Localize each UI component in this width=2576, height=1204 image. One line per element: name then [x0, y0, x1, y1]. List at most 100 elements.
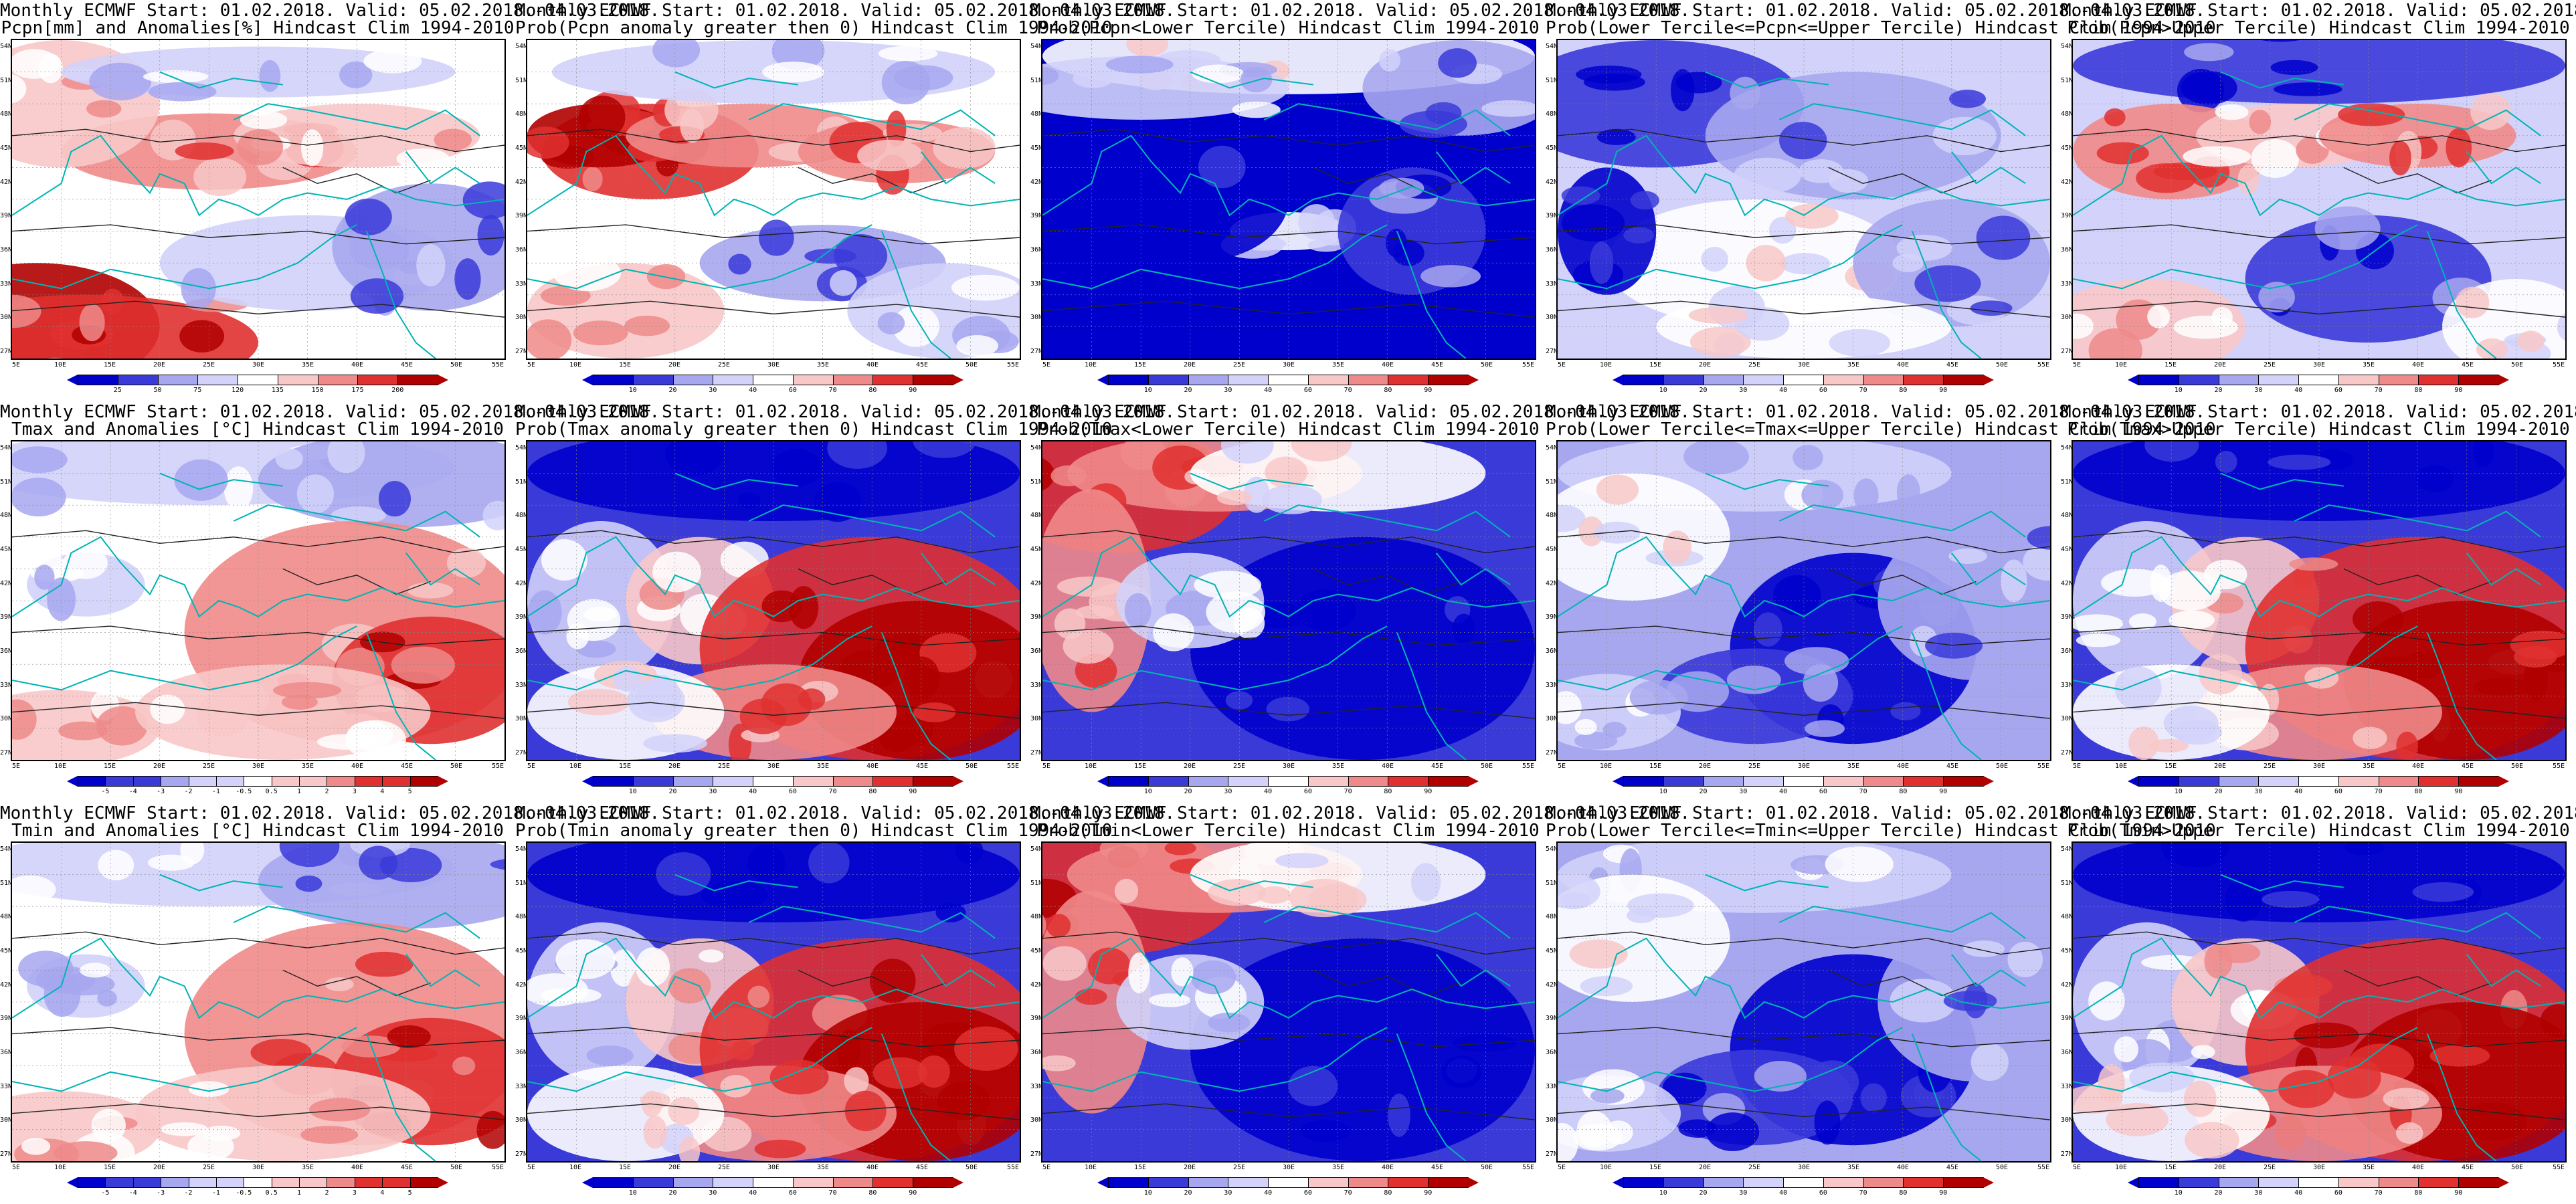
panel-title: Monthly ECMWF Start: 01.02.2018. Valid: …	[2061, 1, 2576, 21]
colorbar-swatch	[117, 375, 159, 385]
field-speckle	[771, 449, 822, 487]
colorbar-swatch	[1188, 1177, 1229, 1188]
colorbar-tick-label: 90	[1939, 1189, 1948, 1197]
field-speckle	[58, 721, 108, 740]
map-field-svg	[1042, 441, 1535, 760]
longitude-label: 55E	[2552, 763, 2565, 770]
colorbar-tick-label: 150	[311, 387, 324, 394]
field-speckle	[1558, 504, 1586, 532]
longitude-label: 45E	[915, 361, 929, 369]
field-speckle	[1569, 939, 1628, 969]
colorbar-swatch	[1108, 1177, 1149, 1188]
colorbar-tick-label: 10	[628, 788, 637, 795]
field-speckle	[2147, 305, 2170, 328]
panel-subtitle: Prob(Tmin>Upper Tercile) Hindcast Clim 1…	[2067, 821, 2570, 841]
coastline	[159, 71, 283, 89]
field-speckle	[1558, 691, 1582, 724]
colorbar-tick-label: -1	[211, 1189, 220, 1197]
colorbar-swatch	[1623, 776, 1664, 787]
panel-title: Monthly ECMWF Start: 01.02.2018. Valid: …	[1030, 803, 1691, 823]
field-speckle	[1630, 191, 1659, 210]
field-speckle	[1678, 1119, 1717, 1138]
field-speckle	[1663, 530, 1691, 565]
isoline	[12, 1027, 504, 1047]
longitude-label: 40E	[1381, 361, 1394, 369]
colorbar-swatch	[1307, 1177, 1349, 1188]
field-speckle	[2136, 163, 2197, 193]
colorbar	[1613, 1177, 1994, 1188]
colorbar-tick-label: 80	[868, 387, 877, 394]
longitude-label: 25E	[1748, 1164, 1761, 1171]
colorbar-tick-label: 70	[1859, 1189, 1867, 1197]
latitude-label: 27N	[1030, 749, 1043, 757]
field-speckle	[2273, 82, 2342, 96]
colorbar-tick-label: 30	[1224, 1189, 1232, 1197]
colorbar-tick-label: 20	[1184, 788, 1192, 795]
coastline	[1705, 874, 1829, 892]
colorbar-swatch	[1388, 375, 1429, 385]
longitude-label: 40E	[1381, 763, 1394, 770]
isoline	[12, 128, 504, 153]
map-field-svg	[2073, 843, 2565, 1161]
colorbar-tick-label: 80	[1899, 387, 1908, 394]
field-speckle	[1896, 474, 1920, 510]
latitude-label: 51N	[1546, 478, 1558, 486]
latitude-label: 45N	[515, 947, 528, 955]
field-speckle	[640, 1092, 670, 1109]
longitude-label: 50E	[965, 1164, 978, 1171]
colorbar-tick-label: 70	[828, 387, 837, 394]
colorbar-swatch	[382, 1177, 411, 1188]
longitude-label: 15E	[103, 361, 116, 369]
colorbar-swatch	[409, 1177, 438, 1188]
isoline	[282, 969, 431, 997]
latitude-label: 30N	[2061, 314, 2074, 322]
field-speckle	[1768, 217, 1797, 244]
field-speckle	[2215, 104, 2249, 120]
colorbar-swatch	[1228, 776, 1269, 787]
isoline	[1558, 300, 2050, 318]
colorbar-low-arrow	[1613, 776, 1623, 787]
panel-title: Monthly ECMWF Start: 01.02.2018. Valid: …	[0, 1, 660, 21]
field-speckle	[918, 1055, 950, 1088]
field-speckle	[1754, 612, 1782, 647]
field-speckle	[747, 844, 786, 882]
colorbar-swatch	[197, 375, 239, 385]
field-speckle	[2161, 843, 2229, 868]
isoline	[1042, 1103, 1535, 1120]
coastline	[233, 906, 480, 939]
field-speckle	[300, 1126, 359, 1144]
colorbar-tick-label: 20	[668, 1189, 677, 1197]
field-region	[527, 843, 1020, 922]
longitude-label: 45E	[915, 1164, 929, 1171]
latitude-label: 45N	[1030, 144, 1043, 152]
map-field-svg	[527, 843, 1020, 1161]
field-speckle	[643, 1115, 667, 1149]
latitude-label: 30N	[0, 1116, 13, 1124]
colorbar-low-arrow	[2128, 1177, 2138, 1188]
colorbar-tick-label: 60	[2334, 1189, 2342, 1197]
field-speckle	[1042, 946, 1087, 981]
colorbar-tick-label: 50	[153, 387, 162, 394]
latitude-label: 27N	[515, 749, 528, 757]
colorbar-tick-label: 30	[1739, 788, 1748, 795]
longitude-axis: 5E 10E 15E 20E 25E 30E 35E 40E 45E 50E 55E	[11, 763, 506, 772]
longitude-label: 25E	[2263, 361, 2276, 369]
longitude-label: 55E	[2037, 1164, 2050, 1171]
map-field-svg	[527, 40, 1020, 359]
longitude-label: 25E	[1748, 763, 1761, 770]
field-speckle	[295, 875, 323, 892]
latitude-label: 48N	[1030, 512, 1043, 520]
field-speckle	[814, 482, 861, 522]
colorbar-labels: -5 -4 -3 -2 -1 -0.5 0.5 1 2 3 4 5	[67, 788, 448, 797]
field-speckle	[97, 989, 117, 1007]
longitude-label: 15E	[618, 1164, 632, 1171]
colorbar-swatch	[2298, 776, 2339, 787]
latitude-label: 42N	[0, 178, 13, 186]
field-speckle	[652, 551, 701, 593]
coastline	[1705, 472, 1829, 490]
latitude-label: 33N	[515, 280, 528, 288]
map-field-svg	[12, 40, 504, 359]
colorbar-swatch	[157, 375, 199, 385]
coastline	[1190, 472, 1313, 490]
coastline	[1042, 625, 1388, 691]
